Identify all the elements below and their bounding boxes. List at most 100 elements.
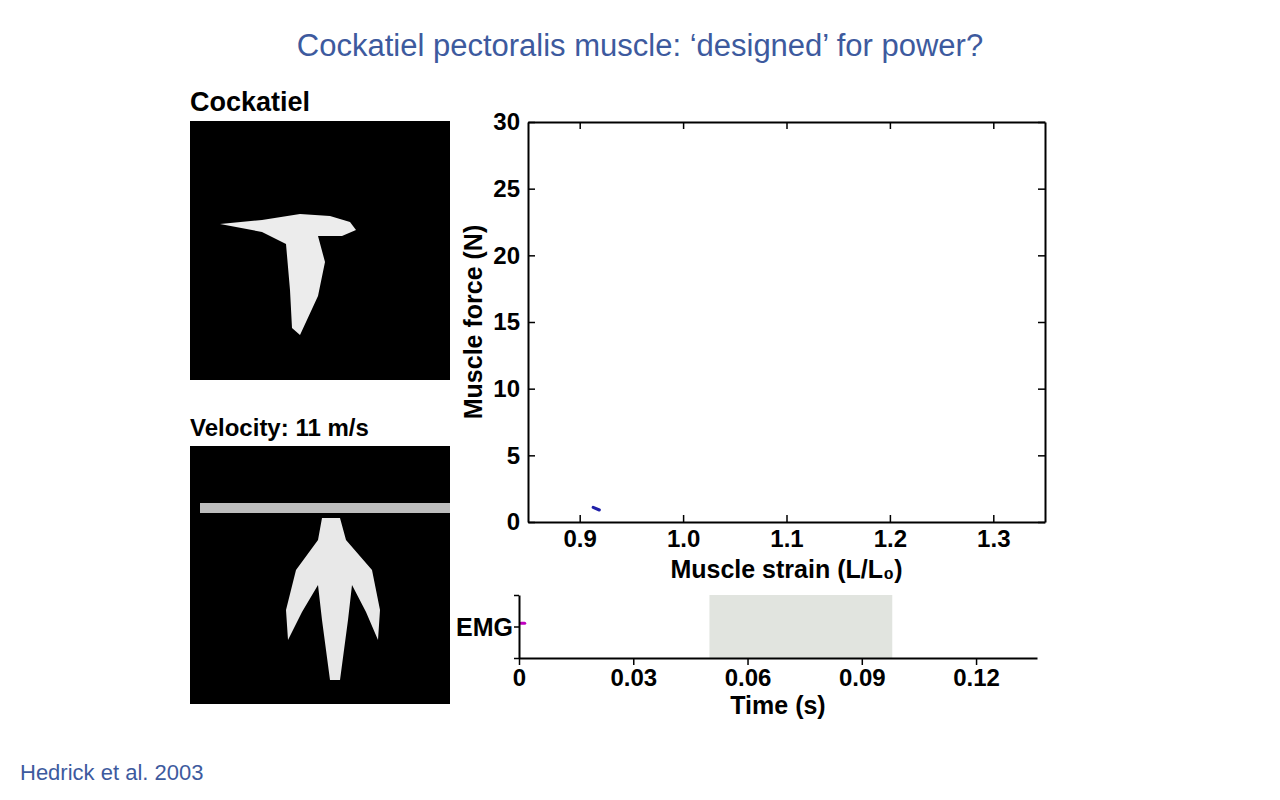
tick-label: 1.2 xyxy=(874,525,907,552)
bird-side xyxy=(220,214,356,335)
tick-mark xyxy=(528,188,535,190)
tick xyxy=(1038,122,1045,123)
y-axis xyxy=(514,596,520,659)
tick: 0.9 xyxy=(564,515,597,552)
series-line xyxy=(593,507,599,510)
tick-mark xyxy=(1038,388,1045,390)
tick-mark xyxy=(528,322,535,324)
tick-mark xyxy=(683,122,685,129)
tick-label: 1.3 xyxy=(977,525,1010,552)
tick-mark xyxy=(528,522,535,524)
tick-mark xyxy=(528,388,535,390)
tick-mark xyxy=(993,515,995,522)
tick: 1.3 xyxy=(977,515,1010,552)
tick-mark xyxy=(890,122,892,129)
tick: 15 xyxy=(493,308,535,335)
tick-mark xyxy=(786,122,788,129)
tick: 5 xyxy=(507,442,535,469)
photo-frame xyxy=(190,446,450,704)
tick-mark xyxy=(1038,455,1045,457)
slide: Cockatiel pectoralis muscle: ‘designed’ … xyxy=(0,0,1280,800)
tick-mark xyxy=(528,255,535,257)
tick-label: 0.9 xyxy=(564,525,597,552)
perch xyxy=(200,503,450,513)
tick-mark xyxy=(993,122,995,129)
tick-label: 0.09 xyxy=(839,664,886,691)
axis-line xyxy=(520,658,1038,660)
tick xyxy=(580,122,581,129)
tick-label: 20 xyxy=(493,242,520,269)
tick-mark xyxy=(1038,122,1045,124)
tick: 1.0 xyxy=(667,515,700,552)
tick-label: 1.0 xyxy=(667,525,700,552)
tick-mark xyxy=(514,658,519,660)
series-line xyxy=(521,622,525,625)
tick xyxy=(514,658,519,659)
tick xyxy=(993,122,994,129)
slide-title: Cockatiel pectoralis muscle: ‘designed’ … xyxy=(297,28,983,63)
chart: 0.9 1.0 1.1 1.2 1.3 0 5 10 15 20 25 30 Muscle strain… xyxy=(459,108,1046,583)
photo-label: Velocity: 11 m/s xyxy=(190,414,369,441)
tick xyxy=(1038,522,1045,523)
tick xyxy=(1038,455,1045,456)
tick xyxy=(514,627,519,628)
tick-label: 30 xyxy=(493,108,520,135)
emg-band xyxy=(709,595,892,658)
tick-mark xyxy=(1038,255,1045,257)
tick-label: 10 xyxy=(493,375,520,402)
tick-label: 0 xyxy=(507,508,520,535)
tick-mark xyxy=(1038,522,1045,524)
tick xyxy=(787,122,788,129)
tick-mark xyxy=(514,626,519,628)
tick: 1.2 xyxy=(874,515,907,552)
tick-mark xyxy=(579,122,581,129)
tick-label: 0 xyxy=(513,664,526,691)
tick: 0.12 xyxy=(953,658,1000,691)
tick: 0.09 xyxy=(839,658,886,691)
tick xyxy=(683,122,684,129)
tick xyxy=(1038,389,1045,390)
bird-front xyxy=(286,518,380,680)
photo-label: Cockatiel xyxy=(190,87,310,117)
y-axis-right xyxy=(1038,123,1046,523)
y-axis: 0 5 10 15 20 25 30 xyxy=(493,108,535,535)
y-axis-title: EMG xyxy=(456,613,513,641)
tick: 10 xyxy=(493,375,535,402)
tick-label: 0.06 xyxy=(725,664,772,691)
tick-label: 1.1 xyxy=(770,525,803,552)
x-axis-top xyxy=(529,122,1046,129)
tick: 0.06 xyxy=(725,658,772,691)
x-axis-title: Time (s) xyxy=(730,691,825,719)
plot-area xyxy=(521,595,892,658)
tick-label: 15 xyxy=(493,308,520,335)
tick-mark xyxy=(786,515,788,522)
x-axis-title: Muscle strain (L/L₀) xyxy=(670,555,902,583)
tick-label: 5 xyxy=(507,442,520,469)
tick-label: 0.12 xyxy=(953,664,1000,691)
chart: 0 0.03 0.06 0.09 0.12 Time (s) EMG xyxy=(456,595,1037,719)
tick xyxy=(890,122,891,129)
tick: 0.03 xyxy=(610,658,657,691)
tick-mark xyxy=(579,515,581,522)
tick: 0 xyxy=(513,658,526,691)
tick-mark xyxy=(528,455,535,457)
citation: Hedrick et al. 2003 xyxy=(20,760,203,785)
tick xyxy=(1038,322,1045,323)
tick xyxy=(1038,189,1045,190)
y-axis-title: Muscle force (N) xyxy=(459,225,487,419)
tick xyxy=(1038,255,1045,256)
tick: 25 xyxy=(493,175,535,202)
x-axis: 0 0.03 0.06 0.09 0.12 xyxy=(513,658,1038,691)
tick xyxy=(514,595,519,596)
tick-label: 25 xyxy=(493,175,520,202)
tick-mark xyxy=(890,515,892,522)
x-axis: 0.9 1.0 1.1 1.2 1.3 xyxy=(529,515,1046,552)
tick-label: 0.03 xyxy=(610,664,657,691)
tick: 20 xyxy=(493,242,535,269)
tick-mark xyxy=(683,515,685,522)
tick-mark xyxy=(1038,188,1045,190)
tick-mark xyxy=(514,595,519,597)
tick: 1.1 xyxy=(770,515,803,552)
plot-area xyxy=(593,507,599,510)
photo-frame xyxy=(190,121,450,380)
